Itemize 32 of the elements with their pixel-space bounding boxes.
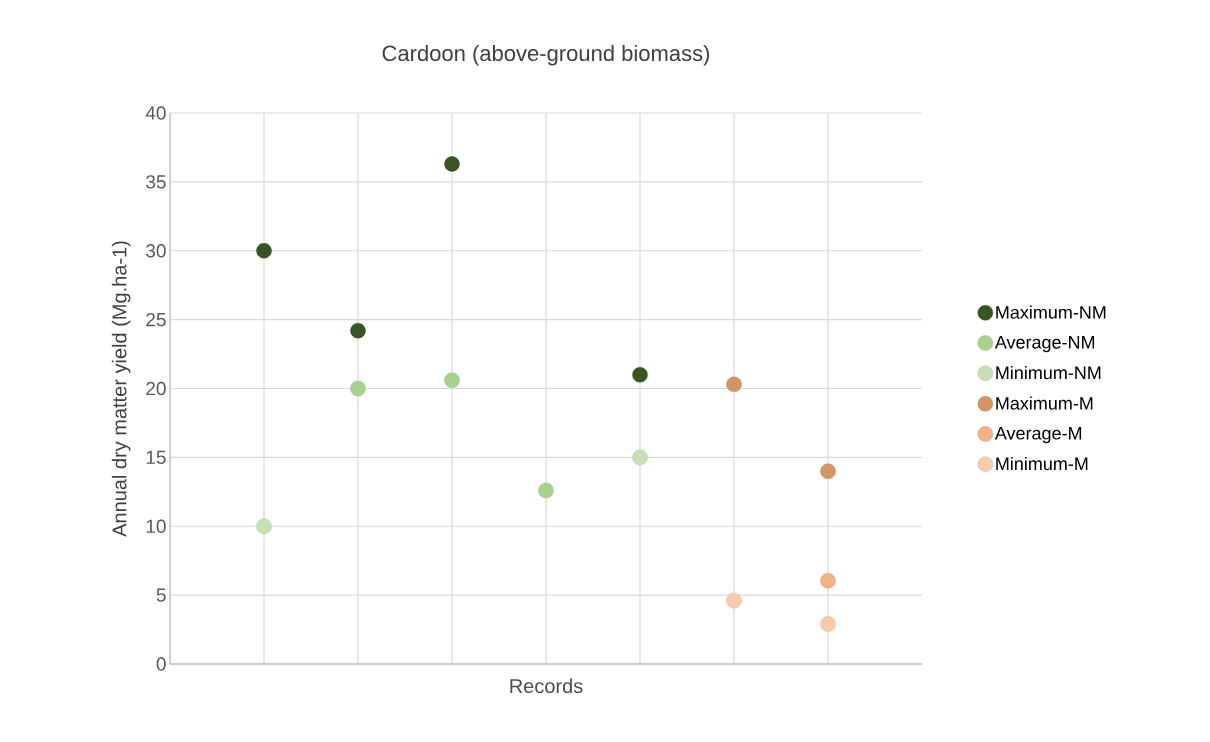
- point: [444, 156, 460, 172]
- point: [350, 380, 366, 397]
- y-tick-label: 5: [156, 588, 166, 602]
- x-axis-title: Records: [510, 678, 583, 694]
- point: [256, 518, 272, 534]
- y-axis-title: Annual dry matter yield (Mg.ha-1): [111, 241, 131, 537]
- point: [820, 463, 836, 479]
- y-tick-label: 10: [146, 519, 166, 533]
- y-tick-label: 35: [146, 175, 166, 189]
- point: [726, 376, 742, 393]
- legend-label: Average-M: [994, 427, 1082, 444]
- point: [632, 449, 648, 466]
- legend-label: Minimum-NM: [996, 365, 1101, 380]
- y-tick-label: 40: [145, 106, 166, 120]
- point: [256, 243, 272, 259]
- y-tick-label: 30: [146, 244, 166, 258]
- y-tick-label: 25: [146, 312, 166, 327]
- point: [820, 572, 836, 589]
- chart-title: Cardoon (above-ground biomass): [382, 44, 710, 66]
- legend-label: Minimum-M: [996, 456, 1088, 471]
- point: [444, 372, 460, 388]
- legend-label: Average-NM: [994, 336, 1095, 353]
- y-tick-label: 0: [156, 657, 166, 671]
- point: [726, 592, 742, 609]
- y-tick-label: 15: [146, 450, 166, 465]
- point: [350, 322, 366, 339]
- legend-label: Maximum-M: [996, 396, 1093, 410]
- point: [538, 482, 554, 499]
- point: [820, 616, 836, 632]
- legend-label: Maximum-NM: [996, 305, 1106, 319]
- point: [632, 367, 648, 383]
- y-tick-label: 20: [146, 381, 166, 396]
